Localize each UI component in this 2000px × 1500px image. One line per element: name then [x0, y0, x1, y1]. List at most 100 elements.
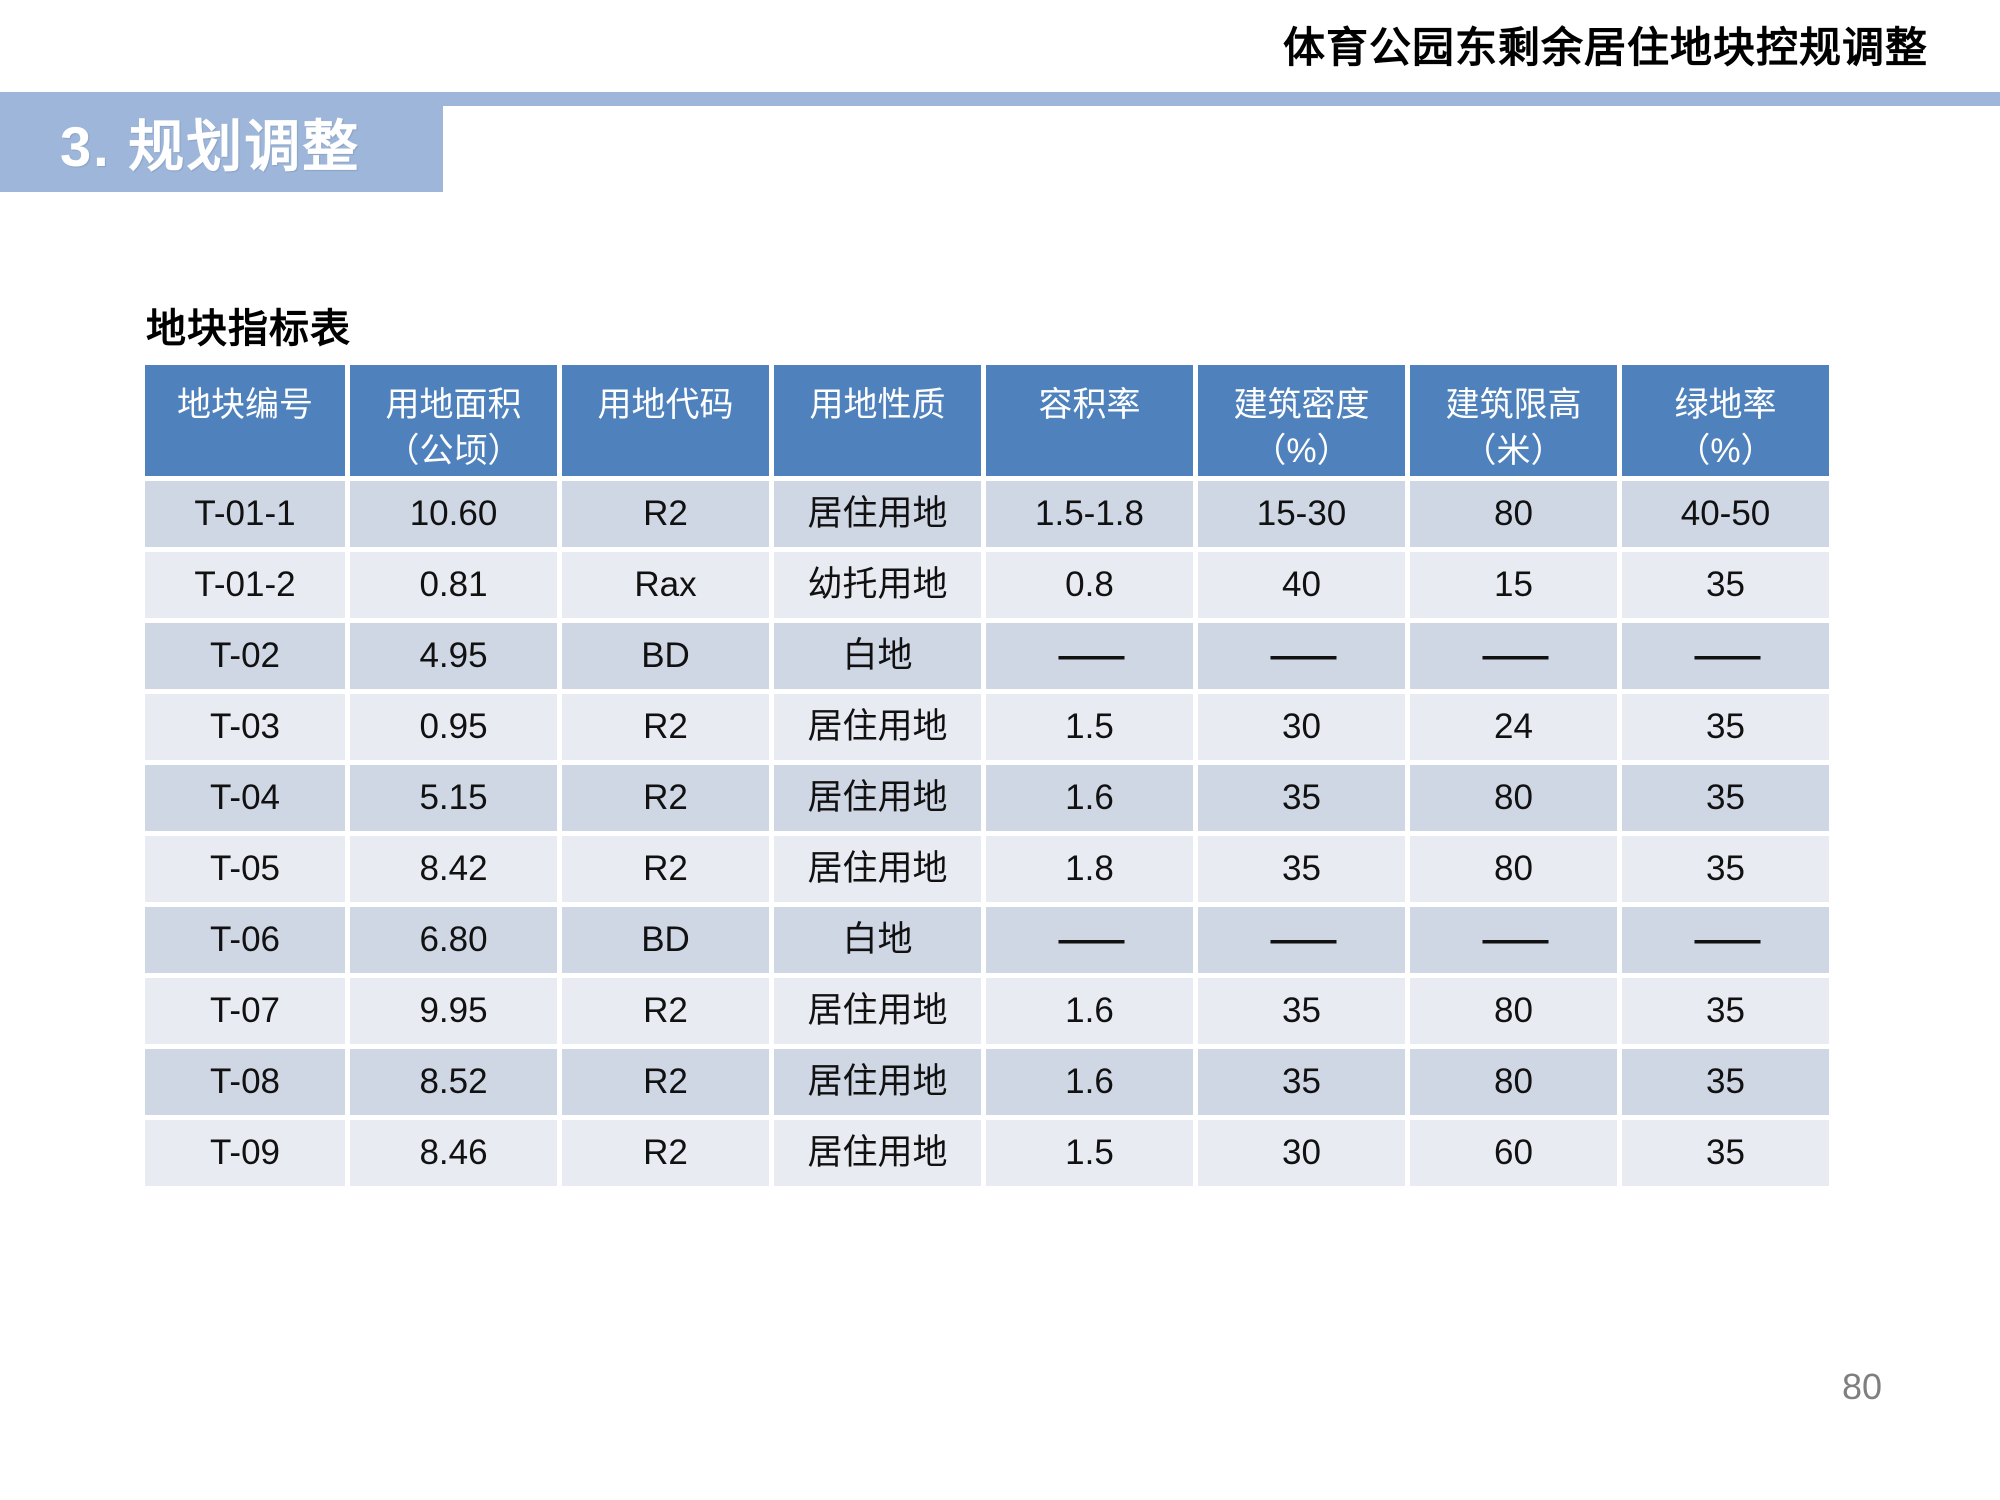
- page-number: 80: [1841, 1366, 1882, 1407]
- table-cell: 8.42: [350, 835, 557, 902]
- table-cell: 居住用地: [774, 1119, 981, 1186]
- table-title: 地块指标表: [146, 307, 351, 351]
- section-banner: 3. 规划调整: [0, 92, 443, 192]
- table-cell: 60: [1410, 1119, 1617, 1186]
- table-cell: 80: [1410, 480, 1617, 547]
- table-body: T-01-1 10.60 R2 居住用地 1.5-1.8 15-30 80 40-50 T-01…: [145, 480, 1829, 1186]
- table-row: T-09 8.46 R2 居住用地 1.5 30 60 35: [145, 1119, 1829, 1186]
- table-cell: 35: [1622, 835, 1829, 902]
- table-row: T-05 8.42 R2 居住用地 1.8 35 80 35: [145, 835, 1829, 902]
- table-cell: 80: [1410, 835, 1617, 902]
- table-cell: 居住用地: [774, 764, 981, 831]
- table-cell: 40-50: [1622, 480, 1829, 547]
- table-header-row: 地块编号 用地面积 （公顷） 用地代码 用地性质 容积率 建筑密度 （%） 建筑限高 （米）…: [145, 365, 1829, 476]
- table-cell: ——: [1410, 622, 1617, 689]
- table-cell: 80: [1410, 1048, 1617, 1115]
- table-cell: 9.95: [350, 977, 557, 1044]
- table-cell: BD: [562, 622, 769, 689]
- table-cell: 幼托用地: [774, 551, 981, 618]
- table-cell: R2: [562, 764, 769, 831]
- table-cell: ——: [986, 906, 1193, 973]
- table-cell: R2: [562, 693, 769, 760]
- plot-indicator-table: 地块编号 用地面积 （公顷） 用地代码 用地性质 容积率 建筑密度 （%） 建筑限高 （米）…: [140, 360, 1834, 1191]
- table-cell: ——: [1198, 906, 1405, 973]
- table-cell: 1.5-1.8: [986, 480, 1193, 547]
- table-header: 地块编号 用地面积 （公顷） 用地代码 用地性质 容积率 建筑密度 （%） 建筑限高 （米）…: [145, 365, 1829, 476]
- table-cell: 40: [1198, 551, 1405, 618]
- document-title: 体育公园东剩余居住地块控规调整: [1282, 24, 1928, 71]
- table-cell: 35: [1198, 977, 1405, 1044]
- table-cell: ——: [1622, 906, 1829, 973]
- column-header: 容积率: [986, 365, 1193, 476]
- table-cell: 24: [1410, 693, 1617, 760]
- table-cell: 1.6: [986, 1048, 1193, 1115]
- table-cell: 35: [1622, 764, 1829, 831]
- section-banner-label: 3. 规划调整: [60, 114, 361, 178]
- table-cell: 35: [1622, 977, 1829, 1044]
- table-cell: R2: [562, 977, 769, 1044]
- table-row: T-02 4.95 BD 白地 —— —— —— ——: [145, 622, 1829, 689]
- table-cell: R2: [562, 480, 769, 547]
- table-cell: 35: [1198, 835, 1405, 902]
- table-cell: 80: [1410, 764, 1617, 831]
- table-cell: 4.95: [350, 622, 557, 689]
- table-cell: 1.6: [986, 764, 1193, 831]
- table-cell: ——: [1198, 622, 1405, 689]
- table-cell: T-08: [145, 1048, 345, 1115]
- table-cell: T-03: [145, 693, 345, 760]
- table-cell: 0.81: [350, 551, 557, 618]
- table-cell: 1.6: [986, 977, 1193, 1044]
- table-cell: 0.95: [350, 693, 557, 760]
- table-cell: 0.8: [986, 551, 1193, 618]
- column-header: 绿地率 （%）: [1622, 365, 1829, 476]
- table-cell: T-04: [145, 764, 345, 831]
- table-cell: 6.80: [350, 906, 557, 973]
- table-cell: 35: [1622, 693, 1829, 760]
- column-header: 建筑限高 （米）: [1410, 365, 1617, 476]
- table-cell: T-01-2: [145, 551, 345, 618]
- column-header: 用地代码: [562, 365, 769, 476]
- column-header: 用地性质: [774, 365, 981, 476]
- table-cell: 35: [1198, 764, 1405, 831]
- table-cell: BD: [562, 906, 769, 973]
- table-row: T-07 9.95 R2 居住用地 1.6 35 80 35: [145, 977, 1829, 1044]
- table-cell: 居住用地: [774, 977, 981, 1044]
- table-cell: ——: [1410, 906, 1617, 973]
- table-cell: 1.5: [986, 693, 1193, 760]
- table-cell: 白地: [774, 622, 981, 689]
- table-cell: R2: [562, 1119, 769, 1186]
- table-cell: T-09: [145, 1119, 345, 1186]
- table-cell: 35: [1198, 1048, 1405, 1115]
- column-header: 地块编号: [145, 365, 345, 476]
- table-cell: 35: [1622, 1048, 1829, 1115]
- table-row: T-06 6.80 BD 白地 —— —— —— ——: [145, 906, 1829, 973]
- header-divider-strip: [0, 92, 2000, 106]
- column-header: 建筑密度 （%）: [1198, 365, 1405, 476]
- table-cell: 30: [1198, 1119, 1405, 1186]
- table-cell: 居住用地: [774, 480, 981, 547]
- table-cell: 5.15: [350, 764, 557, 831]
- table-cell: 居住用地: [774, 1048, 981, 1115]
- table-row: T-01-2 0.81 Rax 幼托用地 0.8 40 15 35: [145, 551, 1829, 618]
- table-cell: 80: [1410, 977, 1617, 1044]
- table-cell: 居住用地: [774, 835, 981, 902]
- table-cell: T-07: [145, 977, 345, 1044]
- table-cell: 15: [1410, 551, 1617, 618]
- table-cell: 35: [1622, 1119, 1829, 1186]
- table-cell: T-01-1: [145, 480, 345, 547]
- table-row: T-04 5.15 R2 居住用地 1.6 35 80 35: [145, 764, 1829, 831]
- table-cell: 35: [1622, 551, 1829, 618]
- table-cell: R2: [562, 1048, 769, 1115]
- table-cell: T-02: [145, 622, 345, 689]
- table-row: T-03 0.95 R2 居住用地 1.5 30 24 35: [145, 693, 1829, 760]
- table-cell: R2: [562, 835, 769, 902]
- table-cell: 白地: [774, 906, 981, 973]
- table-cell: 10.60: [350, 480, 557, 547]
- table-cell: 8.52: [350, 1048, 557, 1115]
- table-cell: 居住用地: [774, 693, 981, 760]
- table-cell: 8.46: [350, 1119, 557, 1186]
- table-cell: ——: [986, 622, 1193, 689]
- table-row: T-01-1 10.60 R2 居住用地 1.5-1.8 15-30 80 40-50: [145, 480, 1829, 547]
- table-cell: 15-30: [1198, 480, 1405, 547]
- table-cell: 30: [1198, 693, 1405, 760]
